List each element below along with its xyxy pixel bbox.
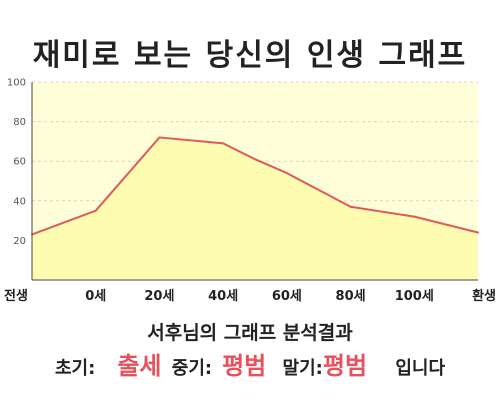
data-point-3 <box>222 142 225 145</box>
late-label: 말기: <box>282 358 323 379</box>
life-graph-chart: 20 40 60 80 100 전생 0세 20세 40세 60세 80세 100세 환생 <box>4 78 496 305</box>
data-point-8 <box>477 231 479 234</box>
data-point-7 <box>413 215 416 218</box>
data-point-2 <box>158 136 161 139</box>
data-point-6 <box>349 205 352 208</box>
early-value: 출세 <box>117 352 162 380</box>
x-tick-label-1: 0세 <box>85 289 106 304</box>
x-tick-label-5: 80세 <box>336 289 366 304</box>
y-tick-label-80: 80 <box>13 117 26 128</box>
x-tick-label-7: 환생 <box>472 288 496 304</box>
middle-value: 평범 <box>222 352 267 380</box>
early-label: 초기: <box>54 358 96 379</box>
y-tick-label-100: 100 <box>7 78 26 89</box>
y-tick-label-60: 60 <box>13 157 26 168</box>
late-value: 평범 <box>322 352 368 380</box>
analysis-result-line: 초기: 출세 중기: 평범 말기:평범 입니다 <box>0 346 500 381</box>
y-tick-label-20: 20 <box>13 236 26 247</box>
area-fill <box>32 137 478 280</box>
analysis-heading: 서후님의 그래프 분석결과 <box>147 322 353 344</box>
x-tick-label-2: 20세 <box>144 289 174 304</box>
suffix-text: 입니다 <box>395 358 446 379</box>
x-tick-label-6: 100세 <box>395 289 434 304</box>
y-tick-label-40: 40 <box>13 196 26 207</box>
data-point-1 <box>94 209 97 212</box>
x-tick-label-3: 40세 <box>208 289 238 304</box>
x-tick-label-0: 전생 <box>4 288 28 304</box>
x-tick-label-4: 60세 <box>272 289 302 304</box>
data-point-4 <box>254 158 256 161</box>
data-point-5 <box>285 172 288 175</box>
page-title: 재미로 보는 당신의 인생 그래프 <box>32 38 468 73</box>
middle-label: 중기: <box>171 358 213 379</box>
